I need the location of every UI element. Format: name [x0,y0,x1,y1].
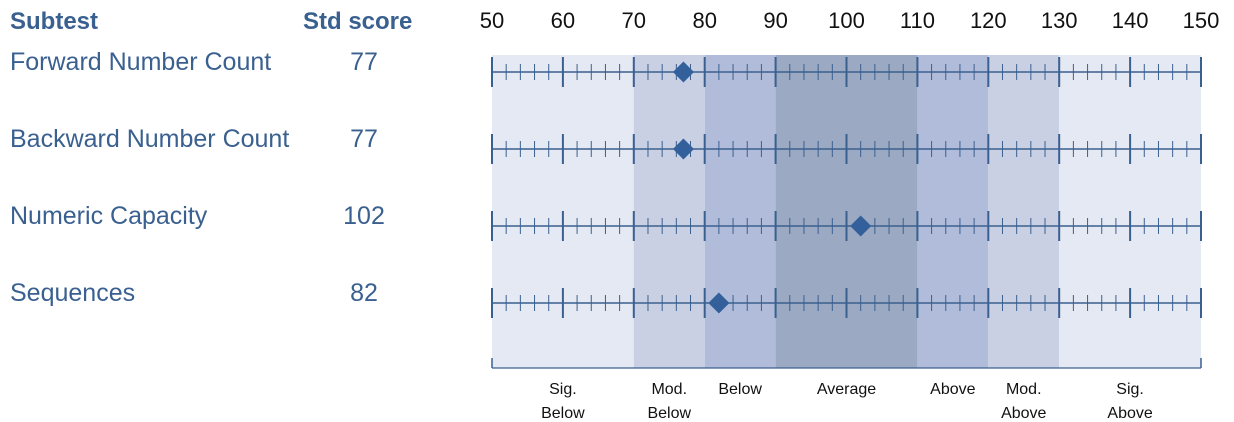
axis-tick-label-70: 70 [622,8,646,33]
score-marker-0 [672,61,694,83]
band-1 [633,55,705,368]
band-label-0-1: Below [541,405,585,422]
axis-tick-label-100: 100 [828,8,865,33]
subtest-header: Subtest [10,8,99,35]
band-label-2-0: Below [718,381,762,398]
axis-tick-label-60: 60 [551,8,575,33]
score-marker-3 [708,292,730,314]
axis-tick-label-120: 120 [970,8,1007,33]
axis-tick-label-110: 110 [900,8,935,33]
score-marker-2 [850,215,872,237]
band-label-6-1: Above [1107,405,1152,422]
band-label-1-0: Mod. [651,381,687,398]
band-label-1-1: Below [647,405,691,422]
band-label-0-0: Sig. [549,381,577,398]
subtest-name: Backward Number Count [10,125,290,153]
band-4 [917,55,989,368]
band-label-3-0: Average [817,381,876,398]
axis-tick-label-150: 150 [1183,8,1220,33]
band-label-5-0: Mod. [1006,381,1042,398]
subtest-score: 77 [350,125,378,153]
axis-tick-label-50: 50 [480,8,504,33]
axis-tick-label-140: 140 [1112,8,1149,33]
axis-tick-label-80: 80 [692,8,716,33]
subtest-score: 82 [350,279,378,307]
score-marker-1 [672,138,694,160]
band-2 [704,55,776,368]
subtest-score: 77 [350,48,378,76]
subtest-name: Forward Number Count [10,48,272,76]
subtest-name: Numeric Capacity [10,202,208,230]
subtest-score: 102 [343,202,385,230]
band-5 [988,55,1060,368]
axis-tick-label-90: 90 [763,8,787,33]
axis-tick-label-130: 130 [1041,8,1078,33]
band-label-6-0: Sig. [1116,381,1144,398]
subtest-name: Sequences [10,279,136,307]
band-label-4-0: Above [930,381,975,398]
std-score-header: Std score [303,8,413,35]
band-label-5-1: Above [1001,405,1046,422]
